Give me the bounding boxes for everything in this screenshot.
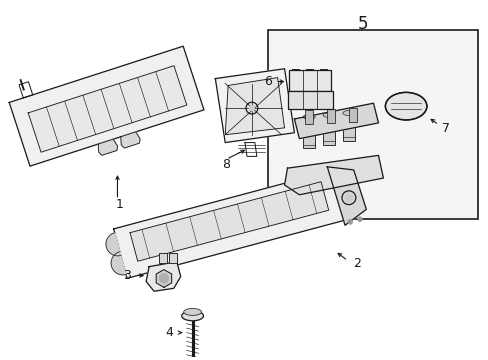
- Polygon shape: [98, 139, 117, 155]
- Circle shape: [248, 105, 254, 111]
- Text: 1: 1: [115, 198, 123, 211]
- Polygon shape: [106, 233, 121, 256]
- Text: 4: 4: [164, 326, 172, 339]
- Ellipse shape: [385, 93, 426, 120]
- Bar: [159, 253, 166, 263]
- Bar: [323, 115, 334, 145]
- Text: 8: 8: [222, 158, 230, 171]
- Polygon shape: [215, 69, 294, 143]
- Text: 2: 2: [352, 257, 360, 270]
- Polygon shape: [111, 252, 126, 275]
- Polygon shape: [188, 359, 196, 360]
- Bar: [342, 113, 354, 141]
- Ellipse shape: [183, 309, 201, 315]
- Text: 6: 6: [263, 75, 271, 88]
- Polygon shape: [130, 182, 328, 261]
- Polygon shape: [9, 46, 203, 166]
- Polygon shape: [28, 66, 186, 152]
- Bar: [303, 117, 315, 148]
- Ellipse shape: [182, 311, 203, 321]
- Polygon shape: [326, 167, 366, 225]
- Bar: [326, 109, 334, 123]
- Text: 3: 3: [123, 269, 131, 282]
- Polygon shape: [121, 132, 140, 148]
- Polygon shape: [284, 156, 383, 195]
- Bar: [267, 30, 477, 219]
- Polygon shape: [146, 262, 181, 291]
- Text: 5: 5: [357, 15, 367, 33]
- Bar: [348, 108, 356, 122]
- Ellipse shape: [323, 113, 334, 117]
- Bar: [287, 91, 332, 109]
- Bar: [168, 253, 177, 263]
- Bar: [305, 110, 313, 124]
- Circle shape: [347, 219, 352, 224]
- Circle shape: [344, 194, 352, 202]
- Circle shape: [357, 217, 362, 222]
- Circle shape: [159, 274, 168, 283]
- Ellipse shape: [303, 114, 315, 120]
- Polygon shape: [294, 103, 378, 139]
- Bar: [289, 70, 330, 91]
- Polygon shape: [156, 270, 171, 287]
- Ellipse shape: [342, 111, 354, 116]
- Polygon shape: [113, 170, 346, 278]
- Text: 7: 7: [441, 122, 449, 135]
- Polygon shape: [225, 78, 284, 135]
